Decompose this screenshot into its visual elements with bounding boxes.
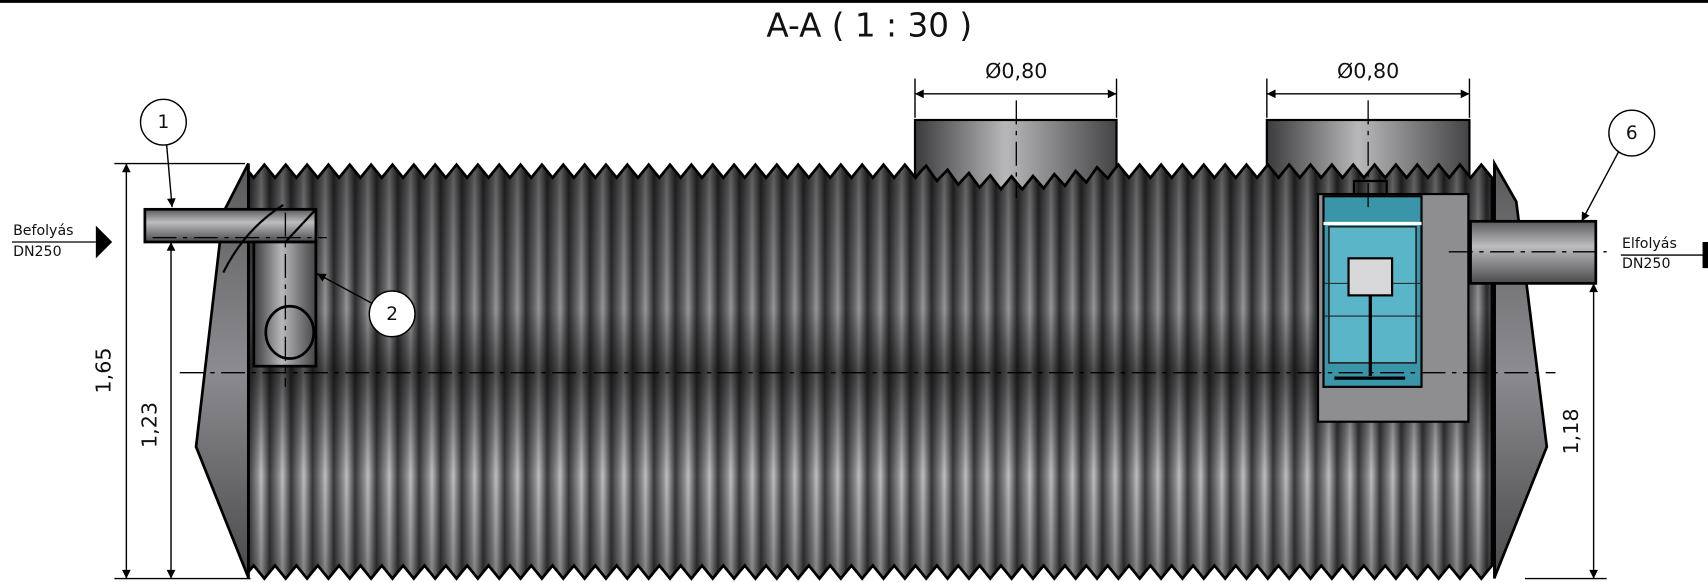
dimension-label: 1,23 bbox=[137, 402, 161, 448]
dimension-label: 1,18 bbox=[1559, 408, 1583, 454]
dimension: 1,65 bbox=[92, 162, 251, 580]
callout: 1 bbox=[139, 98, 187, 208]
callout-label: 2 bbox=[386, 304, 398, 325]
callout: 6 bbox=[1581, 109, 1656, 222]
dimension-label: 1,65 bbox=[92, 347, 116, 393]
callout-label: 6 bbox=[1626, 123, 1638, 144]
dimension: Ø0,80 bbox=[914, 59, 1118, 118]
callout-label: 1 bbox=[158, 112, 170, 133]
dimension: 1,18 bbox=[1524, 283, 1607, 580]
callout: 2 bbox=[316, 272, 416, 338]
dimension: 1,23 bbox=[137, 241, 176, 579]
filter-unit bbox=[1316, 179, 1470, 423]
flow-size: DN250 bbox=[1622, 256, 1671, 272]
dimension: Ø0,80 bbox=[1266, 59, 1471, 118]
dimension-label: Ø0,80 bbox=[985, 59, 1047, 83]
inlet-label: Befolyás DN250 bbox=[11, 223, 113, 260]
flow-label: Befolyás bbox=[13, 223, 73, 239]
outlet-label: Elfolyás DN250 bbox=[1620, 236, 1708, 272]
title: A-A ( 1 : 30 ) bbox=[766, 6, 972, 44]
dimension-label: Ø0,80 bbox=[1337, 59, 1399, 83]
flow-size: DN250 bbox=[13, 244, 62, 260]
tank-body bbox=[246, 162, 1496, 581]
tank-shell bbox=[246, 162, 1494, 581]
flow-label: Elfolyás bbox=[1622, 236, 1677, 252]
